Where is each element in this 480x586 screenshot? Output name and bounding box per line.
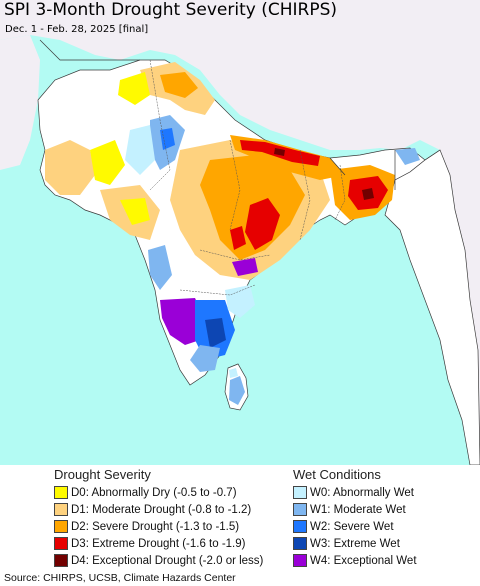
drought-d4-east xyxy=(362,188,374,200)
map-subtitle: Dec. 1 - Feb. 28, 2025 [final] xyxy=(5,24,149,35)
swatch-w3 xyxy=(293,537,307,550)
legend-label-w1: W1: Moderate Wet xyxy=(310,503,406,516)
drought-legend: Drought Severity D0: Abnormally Dry (-0.… xyxy=(54,466,294,569)
wet-w4-southwest xyxy=(160,298,205,345)
wet-legend-heading: Wet Conditions xyxy=(293,467,381,482)
wet-w0-south xyxy=(225,285,255,318)
legend-item-d2: D2: Severe Drought (-1.3 to -1.5) xyxy=(54,518,294,535)
sri-lanka-wet-north xyxy=(229,368,238,378)
legend-label-d4: D4: Exceptional Drought (-2.0 or less) xyxy=(71,554,264,567)
legend-label-d2: D2: Severe Drought (-1.3 to -1.5) xyxy=(71,520,240,533)
map-title: SPI 3-Month Drought Severity (CHIRPS) xyxy=(4,0,338,20)
legend-label-w2: W2: Severe Wet xyxy=(310,520,394,533)
drought-d4-nepal xyxy=(274,148,285,156)
legend-item-d1: D1: Moderate Drought (-0.8 to -1.2) xyxy=(54,501,294,518)
swatch-d3 xyxy=(54,537,68,550)
swatch-w0 xyxy=(293,486,307,499)
swatch-w4 xyxy=(293,554,307,567)
swatch-w2 xyxy=(293,520,307,533)
swatch-d0 xyxy=(54,486,68,499)
wet-w4-central xyxy=(232,258,258,276)
country-borders xyxy=(39,39,441,190)
drought-d0-gujarat xyxy=(120,198,150,225)
swatch-d4 xyxy=(54,554,68,567)
outside-land-west xyxy=(0,35,40,170)
drought-d1-west xyxy=(45,140,95,195)
legend: Drought Severity D0: Abnormally Dry (-0.… xyxy=(0,466,480,570)
drought-d3-central-2 xyxy=(230,226,246,250)
legend-label-w3: W3: Extreme Wet xyxy=(310,537,400,550)
legend-item-w0: W0: Abnormally Wet xyxy=(293,484,473,501)
wet-w0-pakistan xyxy=(125,125,155,175)
legend-item-d4: D4: Exceptional Drought (-2.0 or less) xyxy=(54,552,294,569)
wet-w2-pakistan xyxy=(160,128,175,150)
legend-item-w3: W3: Extreme Wet xyxy=(293,535,473,552)
legend-label-d1: D1: Moderate Drought (-0.8 to -1.2) xyxy=(71,503,252,516)
wet-w1-south xyxy=(190,345,220,372)
drought-d0-north xyxy=(118,72,150,105)
wet-w3-south xyxy=(205,318,226,348)
sri-lanka-wet xyxy=(229,376,245,405)
legend-item-w2: W2: Severe Wet xyxy=(293,518,473,535)
legend-label-w4: W4: Exceptional Wet xyxy=(310,554,417,567)
drought-map xyxy=(0,0,480,465)
legend-item-w4: W4: Exceptional Wet xyxy=(293,552,473,569)
legend-item-d3: D3: Extreme Drought (-1.6 to -1.9) xyxy=(54,535,294,552)
swatch-d1 xyxy=(54,503,68,516)
wet-w1-northeast xyxy=(395,148,420,165)
drought-d2-north xyxy=(160,72,198,98)
swatch-d2 xyxy=(54,520,68,533)
drought-d3-central xyxy=(245,198,280,250)
wet-w1-west xyxy=(148,245,172,290)
legend-label-w0: W0: Abnormally Wet xyxy=(310,486,414,499)
outside-land-north xyxy=(0,0,480,465)
legend-item-d0: D0: Abnormally Dry (-0.5 to -0.7) xyxy=(54,484,294,501)
legend-label-d3: D3: Extreme Drought (-1.6 to -1.9) xyxy=(71,537,246,550)
drought-legend-heading: Drought Severity xyxy=(54,467,151,482)
legend-label-d0: D0: Abnormally Dry (-0.5 to -0.7) xyxy=(71,486,237,499)
swatch-w1 xyxy=(293,503,307,516)
legend-item-w1: W1: Moderate Wet xyxy=(293,501,473,518)
source-credit: Source: CHIRPS, UCSB, Climate Hazards Ce… xyxy=(4,572,236,584)
wet-legend: Wet Conditions W0: Abnormally Wet W1: Mo… xyxy=(293,466,473,569)
drought-d0-west xyxy=(90,140,125,185)
